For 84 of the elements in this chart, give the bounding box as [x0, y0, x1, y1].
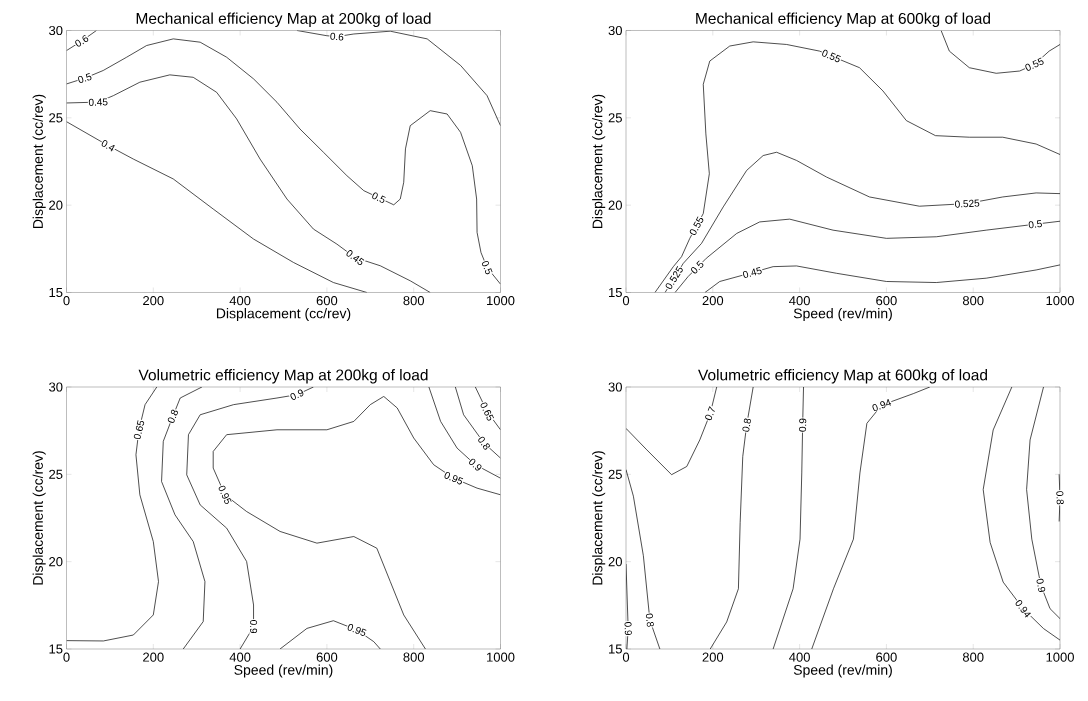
y-tick-label: 20: [608, 200, 622, 210]
y-tick-label: 30: [608, 382, 622, 392]
annotation: 0.9: [469, 458, 482, 471]
annotation: 0.5: [691, 260, 704, 274]
x-tick-label: 0: [63, 652, 70, 662]
line-series: [811, 387, 931, 649]
x-tick-label: 800: [403, 296, 425, 306]
x-tick-label: 200: [702, 652, 724, 662]
annotation: 0.7: [705, 406, 715, 421]
line-series: [626, 469, 661, 649]
x-tick-label: 1000: [1046, 296, 1074, 306]
x-tick-label: 600: [876, 652, 897, 662]
annotation: 0.4: [101, 140, 115, 152]
line-series: [66, 121, 368, 293]
y-axis-title: Displacement (cc/rev): [32, 94, 46, 229]
x-tick-label: 1000: [1046, 652, 1074, 662]
x-tick-label: 200: [143, 652, 164, 662]
y-axis-title: Displacement (cc/rev): [592, 451, 606, 585]
x-tick-label: 200: [702, 296, 724, 306]
y-axis-title: Displacement (cc/rev): [32, 451, 46, 585]
annotation: 0.55: [1025, 57, 1044, 71]
annotation: 0.65: [480, 402, 494, 421]
annotation: 0.95: [218, 485, 232, 505]
annotation: 0.5: [78, 73, 92, 83]
x-tick-label: 400: [789, 652, 810, 662]
x-axis-title: Speed (rev/min): [793, 308, 892, 322]
y-tick-label: 25: [608, 469, 622, 479]
y-tick-label: 20: [49, 557, 63, 567]
annotation: 0.8: [478, 436, 490, 450]
y-tick-label: 25: [49, 113, 63, 123]
line-series: [66, 387, 159, 642]
x-tick-label: 1000: [487, 652, 515, 662]
chart-title: Volumetric efficiency Map at 600kg of load: [698, 369, 987, 384]
x-axis-title: Displacement (cc/rev): [216, 308, 351, 322]
chart-title: Volumetric efficiency Map at 200kg of load: [138, 369, 428, 384]
x-tick-label: 800: [962, 652, 984, 662]
line-series: [626, 387, 718, 476]
y-tick-label: 30: [49, 25, 63, 36]
y-axis-title: Displacement (cc/rev): [592, 94, 606, 229]
x-tick-label: 400: [229, 296, 251, 306]
line-series: [279, 620, 381, 649]
line-series: [161, 387, 206, 649]
line-series: [940, 30, 1061, 74]
x-axis-title: Speed (rev/min): [793, 664, 892, 678]
y-tick-label: 25: [608, 113, 622, 123]
annotation: 0.9: [290, 389, 304, 400]
line-series: [296, 30, 501, 127]
line-series: [704, 264, 1061, 293]
line-series: [66, 74, 431, 293]
x-tick-label: 400: [789, 296, 810, 306]
annotation: 0.55: [689, 216, 704, 235]
x-tick-label: 0: [63, 296, 70, 306]
annotation: 0.5: [372, 192, 386, 203]
annotation: 0.5: [482, 260, 493, 275]
y-tick-label: 30: [608, 25, 622, 36]
y-tick-label: 20: [49, 200, 63, 210]
x-tick-label: 400: [229, 652, 251, 662]
line-series: [654, 41, 1061, 293]
y-tick-label: 15: [609, 287, 622, 298]
x-tick-label: 1000: [487, 296, 515, 306]
x-tick-label: 800: [403, 652, 425, 662]
line-series: [186, 387, 314, 649]
annotation: 0.95: [444, 472, 464, 485]
annotation: 0.45: [346, 250, 365, 266]
x-tick-label: 600: [316, 652, 338, 662]
x-tick-label: 200: [143, 296, 164, 306]
x-tick-label: 600: [876, 296, 897, 306]
y-tick-label: 25: [49, 469, 63, 479]
x-axis-title: Speed (rev/min): [234, 664, 333, 678]
line-series: [664, 151, 1061, 293]
chart-title: Mechanical efficiency Map at 200kg of load: [136, 12, 431, 27]
y-tick-label: 30: [49, 382, 63, 392]
chart-title: Mechanical efficiency Map at 600kg of load: [696, 12, 991, 27]
line-series: [455, 387, 501, 459]
annotation: 0.8: [167, 409, 178, 423]
x-tick-label: 800: [962, 296, 984, 306]
x-tick-label: 600: [316, 296, 338, 306]
y-tick-label: 15: [49, 644, 63, 654]
y-tick-label: 15: [49, 287, 63, 298]
x-tick-label: 0: [622, 296, 630, 306]
y-tick-label: 20: [608, 557, 622, 567]
y-tick-label: 15: [609, 644, 622, 654]
x-tick-label: 0: [622, 652, 630, 662]
annotation: 0.6: [75, 35, 89, 47]
